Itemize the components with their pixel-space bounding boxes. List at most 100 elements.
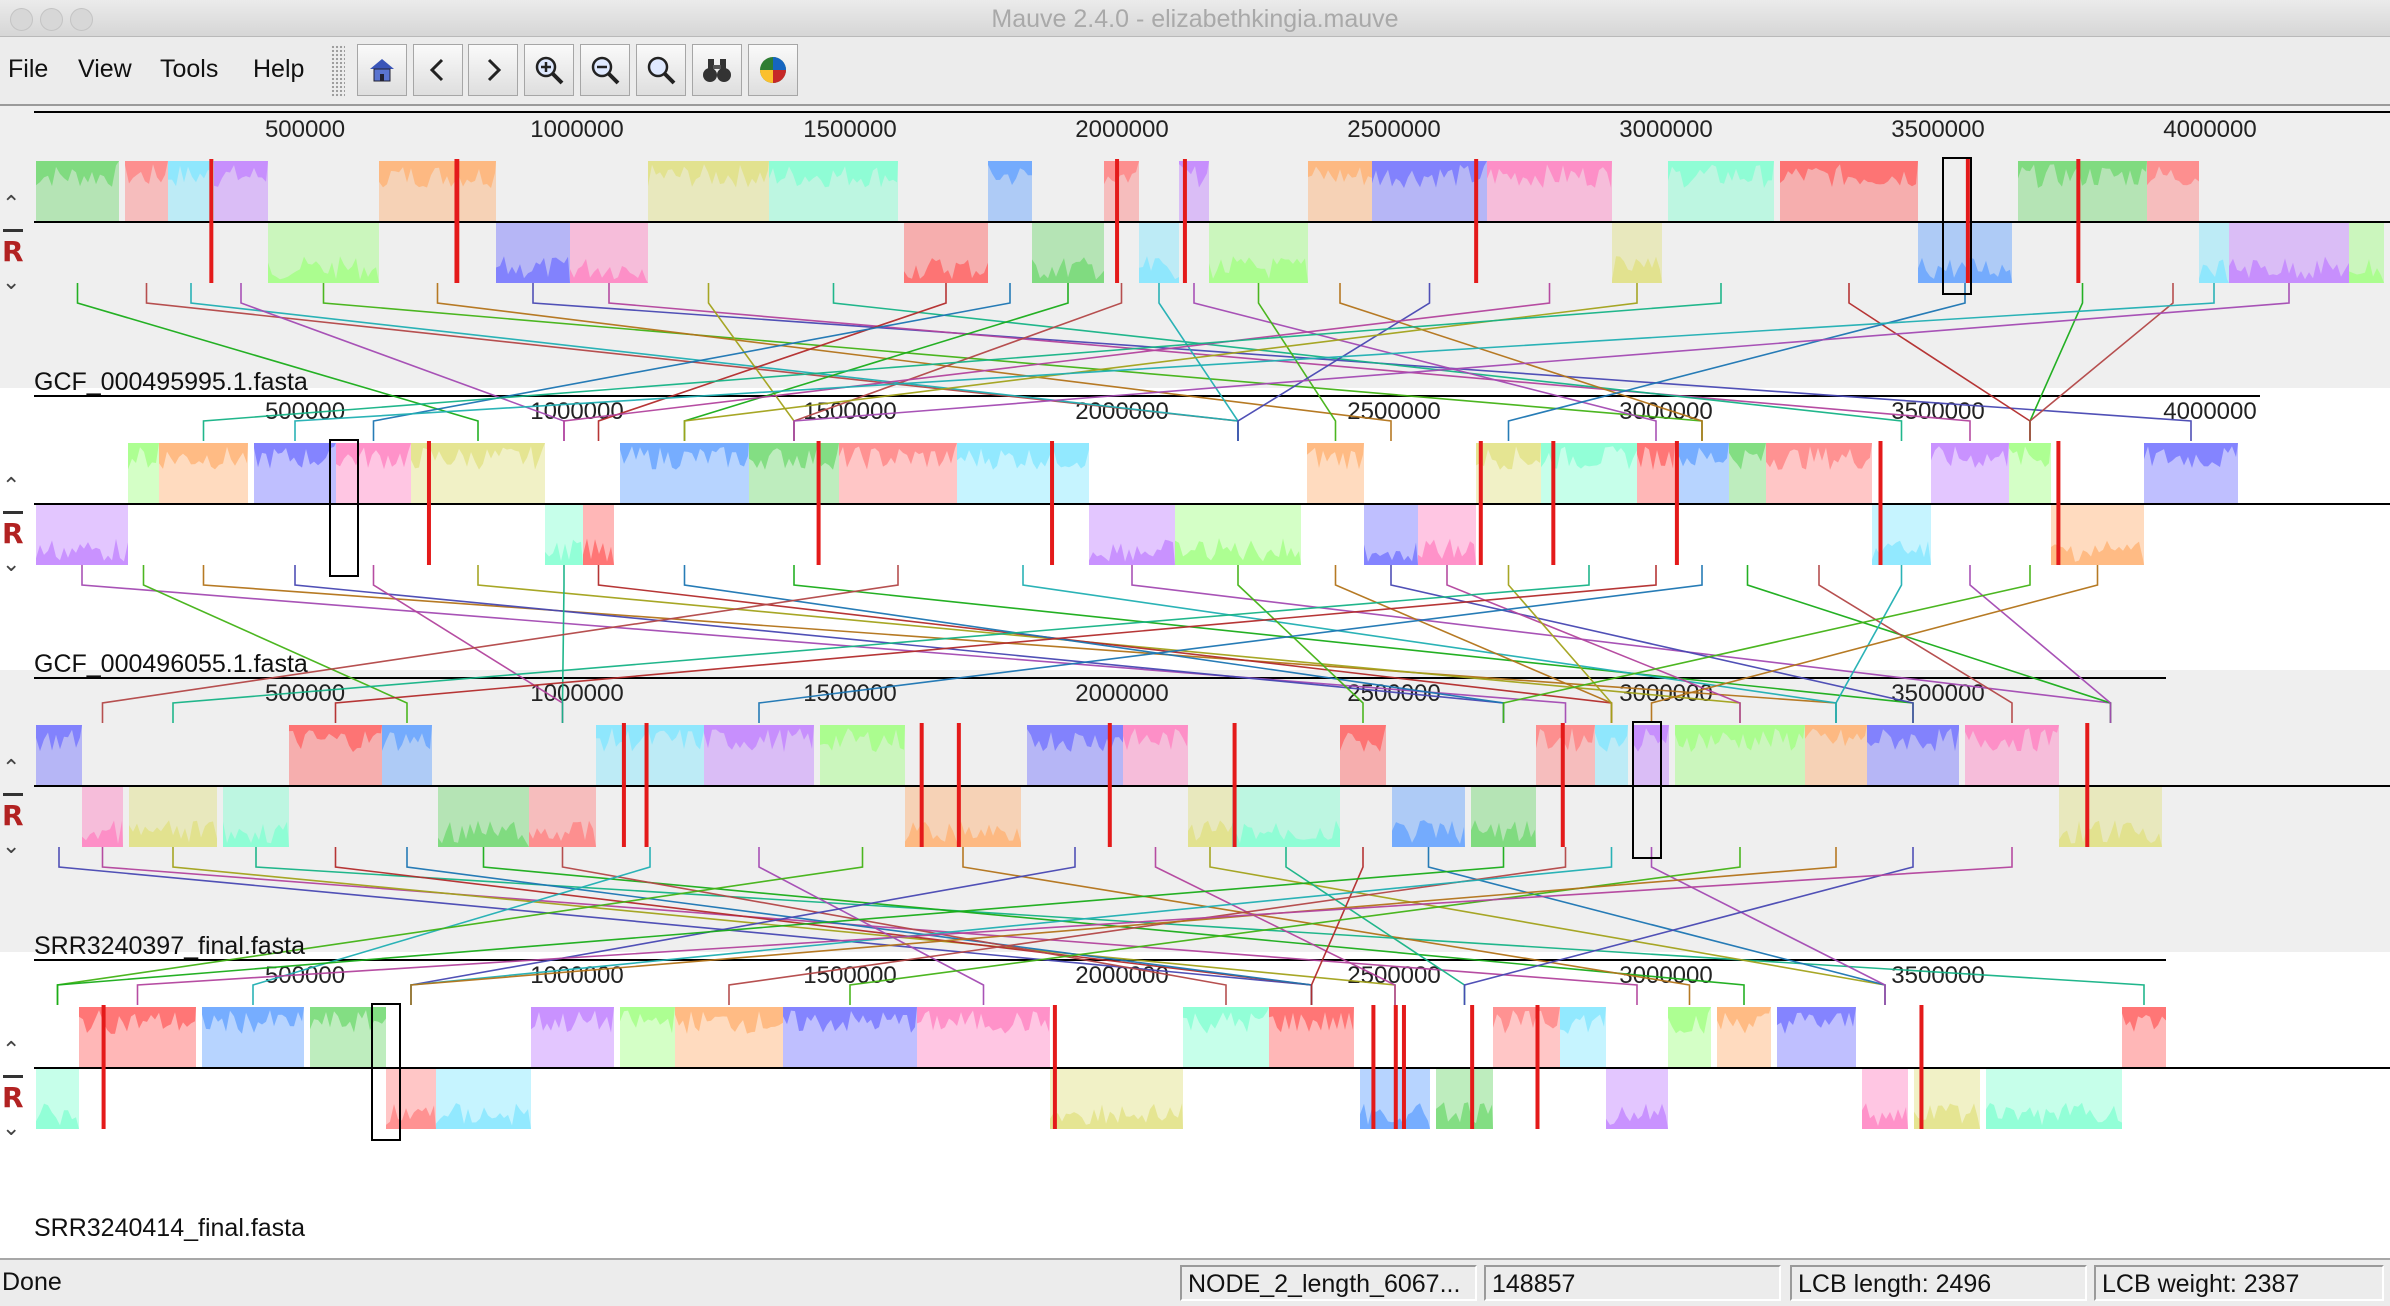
toolbar-grip[interactable] <box>331 45 345 97</box>
similarity-profile <box>1089 539 1175 565</box>
move-down-icon[interactable]: ⌄ <box>2 834 21 859</box>
move-up-icon[interactable]: ⌃ <box>2 474 21 499</box>
contig-boundary <box>1560 723 1565 847</box>
scroll-left-button[interactable] <box>413 44 463 96</box>
menu-view[interactable]: View <box>78 55 132 83</box>
find-features-button[interactable] <box>692 44 742 96</box>
hide-genome-button[interactable] <box>3 793 23 796</box>
lcb-connector <box>142 565 408 723</box>
lcb-connector <box>1237 283 1431 441</box>
tick-label: 2500000 <box>1347 398 1441 425</box>
home-icon <box>370 59 394 82</box>
hide-genome-button[interactable] <box>3 511 23 514</box>
lcb-connector <box>202 565 1837 723</box>
ruler-2 <box>34 395 2260 397</box>
menu-file[interactable]: File <box>8 55 49 83</box>
contig-boundary <box>1551 441 1556 565</box>
menu-help[interactable]: Help <box>253 55 305 83</box>
set-reference-button[interactable]: R <box>2 1081 24 1114</box>
zoom-reset-button[interactable] <box>636 44 686 96</box>
similarity-profile <box>36 161 119 187</box>
lcb-connector <box>1507 283 1966 441</box>
similarity-profile <box>1209 256 1308 283</box>
similarity-profile <box>1471 820 1536 847</box>
similarity-profile <box>917 1007 1050 1034</box>
similarity-profile <box>1027 725 1123 752</box>
move-down-icon[interactable]: ⌄ <box>2 552 21 577</box>
menu-tools[interactable]: Tools <box>160 55 219 83</box>
similarity-profile <box>2199 259 2229 283</box>
genome-center-line <box>34 785 2390 787</box>
tick-label: 2000000 <box>1075 680 1169 707</box>
similarity-profile <box>1188 820 1232 847</box>
contig-boundary <box>209 159 214 283</box>
similarity-profile <box>783 1007 917 1033</box>
color-wheel-icon <box>760 57 786 83</box>
lcb-overlay[interactable] <box>0 106 2390 1258</box>
contig-boundary <box>816 441 821 565</box>
set-reference-button[interactable]: R <box>2 517 24 550</box>
contig-boundary <box>1470 1005 1475 1129</box>
color-scheme-button[interactable] <box>748 44 798 96</box>
similarity-profile <box>436 1103 531 1129</box>
lcb-connector <box>561 847 1227 1005</box>
set-reference-button[interactable]: R <box>2 235 24 268</box>
scroll-right-button[interactable] <box>468 44 518 96</box>
home-button[interactable] <box>357 44 407 96</box>
similarity-profile <box>1668 161 1774 188</box>
similarity-profile <box>1032 257 1104 283</box>
similarity-profile <box>583 538 614 565</box>
move-up-icon[interactable]: ⌃ <box>2 756 21 781</box>
hide-genome-button[interactable] <box>3 1075 23 1078</box>
similarity-profile <box>1766 443 1872 470</box>
similarity-profile <box>1675 443 1729 470</box>
similarity-profile <box>675 1007 783 1034</box>
close-window-button[interactable] <box>10 8 33 31</box>
lcb-connector <box>1193 283 1657 441</box>
lcb-connector <box>334 565 1657 723</box>
lcb-connector <box>561 565 565 723</box>
similarity-profile <box>1918 257 2012 283</box>
similarity-profile <box>620 443 749 470</box>
lcb-connector <box>758 847 985 1005</box>
similarity-profile <box>1476 443 1541 470</box>
lcb-connector <box>1818 565 2013 723</box>
lcb-connector <box>252 847 651 1005</box>
similarity-profile <box>289 725 382 752</box>
lcb-connector <box>482 847 1745 1005</box>
zoom-in-button[interactable] <box>524 44 574 96</box>
lcb-connector <box>1746 565 2112 723</box>
lcb-connector <box>1446 565 1741 723</box>
alignment-viewer[interactable]: 500000 1000000 1500000 2000000 2500000 3… <box>0 106 2390 1258</box>
set-reference-button[interactable]: R <box>2 799 24 832</box>
contig-boundary <box>1535 1005 1540 1129</box>
similarity-profile <box>704 725 814 752</box>
minimize-window-button[interactable] <box>40 8 63 31</box>
similarity-profile <box>223 821 289 847</box>
status-lcb-length: LCB length: 2496 <box>1790 1265 2087 1301</box>
scroll-left-icon <box>429 58 444 82</box>
window-title: Mauve 2.4.0 - elizabethkingia.mauve <box>991 5 1399 33</box>
tick-label: 3500000 <box>1891 962 1985 989</box>
similarity-profile <box>1637 443 1675 470</box>
contig-boundary <box>1182 159 1187 283</box>
similarity-profile <box>1668 1007 1711 1034</box>
move-up-icon[interactable]: ⌃ <box>2 192 21 217</box>
lcb-connector <box>1650 565 2099 723</box>
similarity-profile <box>1493 1007 1560 1034</box>
similarity-profile <box>1986 1102 2122 1129</box>
similarity-profile <box>310 1007 386 1033</box>
similarity-profile <box>36 725 82 752</box>
ruler-1 <box>34 111 2390 113</box>
move-down-icon[interactable]: ⌄ <box>2 1116 21 1141</box>
hide-genome-button[interactable] <box>3 229 23 232</box>
contig-boundary <box>621 723 626 847</box>
status-lcb-weight: LCB weight: 2387 <box>2094 1265 2384 1301</box>
lcb-connector <box>202 283 1722 441</box>
move-up-icon[interactable]: ⌃ <box>2 1038 21 1063</box>
zoom-out-button[interactable] <box>580 44 630 96</box>
similarity-profile <box>1418 538 1476 565</box>
similarity-profile <box>36 538 128 565</box>
zoom-window-button[interactable] <box>70 8 93 31</box>
move-down-icon[interactable]: ⌄ <box>2 270 21 295</box>
